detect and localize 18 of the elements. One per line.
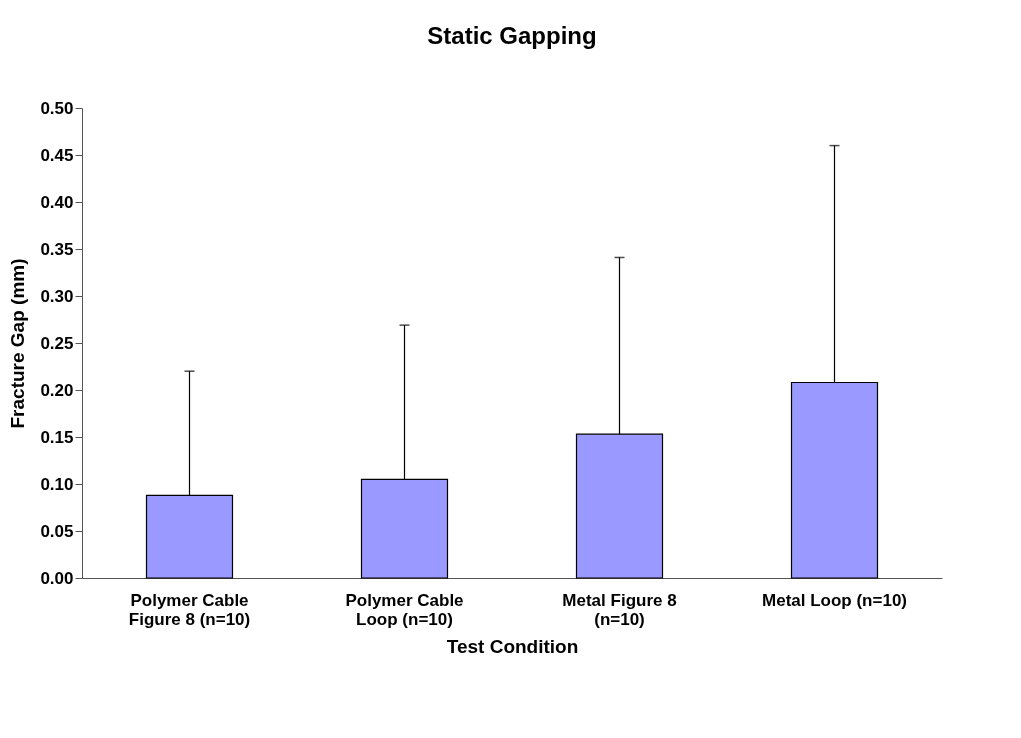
y-tick-label: 0.50 — [40, 98, 74, 118]
y-axis-title: Fracture Gap (mm) — [7, 258, 29, 429]
y-tick-label: 0.30 — [40, 286, 74, 306]
x-tick-label: Polymer Cable Figure 8 (n=10) — [128, 590, 251, 629]
y-tick-label: 0.25 — [40, 333, 74, 353]
y-tick-label: 0.05 — [40, 521, 74, 541]
x-tick-label: Metal Loop (n=10) — [762, 590, 907, 610]
y-tick-label: 0.00 — [40, 568, 74, 588]
y-tick-label: 0.20 — [40, 380, 74, 400]
y-tick-label: 0.10 — [40, 474, 74, 494]
x-tick-label: Polymer Cable Loop (n=10) — [345, 590, 464, 629]
x-tick-label: Metal Figure 8 (n=10) — [562, 590, 677, 629]
y-tick-label: 0.15 — [40, 427, 74, 447]
chart-title: Static Gapping — [427, 22, 597, 49]
y-tick-label: 0.45 — [40, 145, 74, 165]
x-axis-title: Test Condition — [446, 635, 579, 657]
y-tick-label: 0.40 — [40, 192, 74, 212]
y-tick-label: 0.35 — [40, 239, 74, 259]
